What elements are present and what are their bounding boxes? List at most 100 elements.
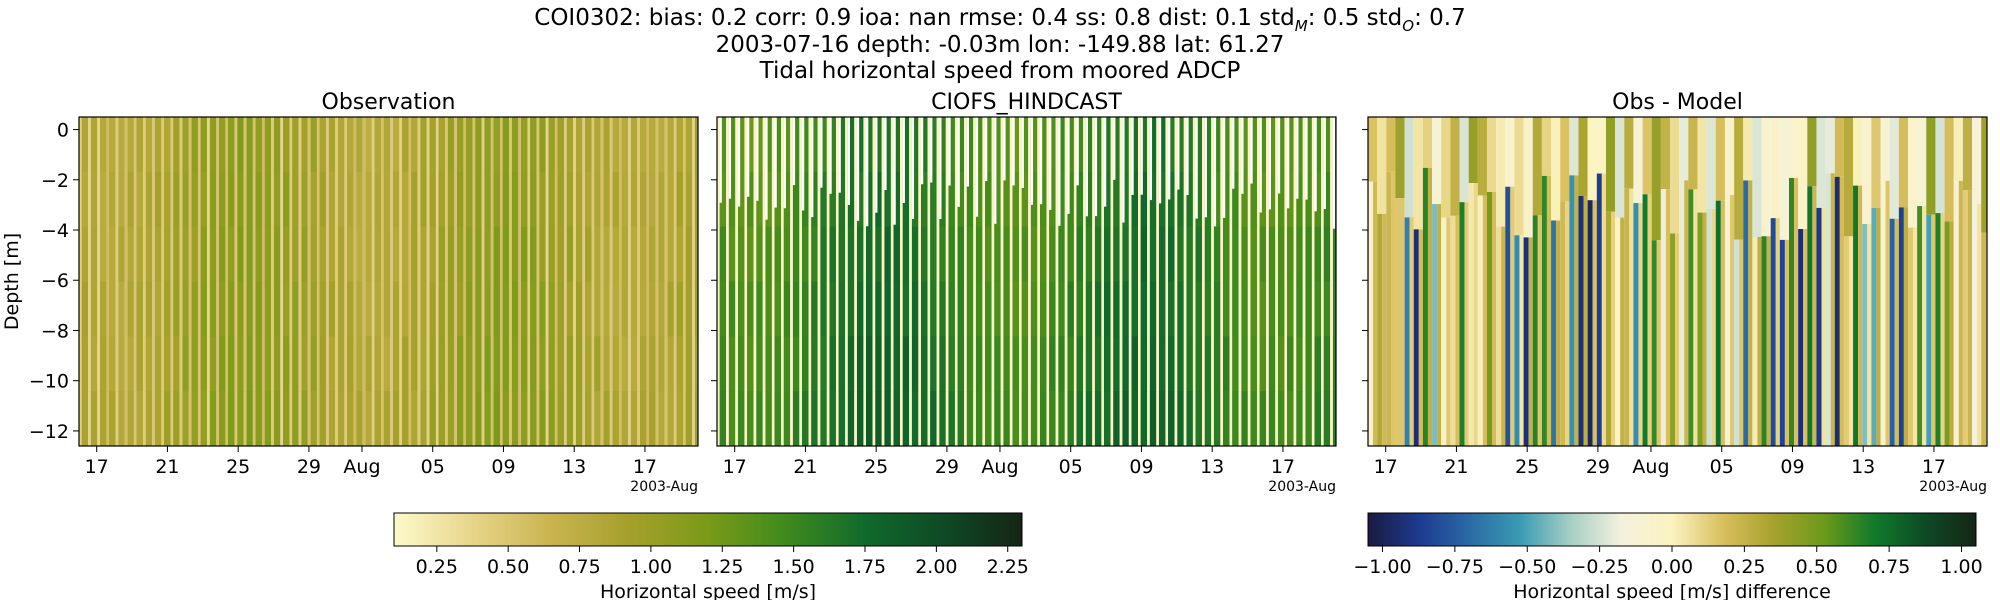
tidal-column (1477, 117, 1487, 446)
colorbar-2: −1.00 −0.75 −0.50 −0.25 0.00 0.25 0.50 0.75 1.00… (1353, 512, 1983, 600)
tidal-column (115, 117, 125, 446)
tidal-column (918, 117, 928, 446)
tidal-column (717, 117, 727, 446)
heatmap (1368, 117, 1987, 446)
tidal-column (216, 117, 226, 446)
tidal-column (1816, 117, 1826, 446)
y-tick-label: −12 (29, 421, 69, 443)
stats-title: COI0302: bias: 0.2 corr: 0.9 ioa: nan rm… (534, 5, 1465, 35)
tidal-column (280, 117, 290, 446)
x-tick-label: 13 (1851, 456, 1875, 478)
x-tick-label: 17 (1374, 456, 1398, 478)
tidal-column (1302, 117, 1312, 446)
tidal-column (1229, 117, 1239, 446)
colorbar-tick-label: 0.50 (487, 556, 529, 578)
colorbar-label: Horizontal speed [m/s] difference (1513, 581, 1831, 600)
tidal-column (1862, 117, 1872, 446)
tidal-column (1083, 117, 1093, 446)
x-tick-label: Aug (343, 456, 380, 478)
x-tick-label: 21 (793, 456, 817, 478)
tidal-column (1386, 117, 1396, 446)
tidal-column (618, 117, 629, 446)
tidal-column (881, 117, 891, 446)
axes-frame (1367, 116, 1988, 447)
heatmap (79, 117, 698, 446)
tidal-column (1679, 117, 1689, 446)
tidal-column (964, 117, 974, 446)
tidal-column (1165, 117, 1175, 446)
tidal-column (1898, 117, 1908, 446)
tidal-column (1505, 117, 1515, 446)
tidal-column (362, 117, 372, 446)
colorbar-tick-label: −0.25 (1571, 556, 1629, 578)
tidal-column (1944, 117, 1954, 446)
tidal-column (1256, 117, 1267, 446)
tidal-column (1311, 117, 1322, 446)
tidal-column (1889, 117, 1899, 446)
x-tick-label: 09 (491, 456, 515, 478)
x-tick-label: 09 (1129, 456, 1153, 478)
tidal-column (573, 117, 583, 446)
tidal-column (1706, 117, 1716, 446)
tidal-column (371, 117, 382, 446)
tidal-column (97, 117, 107, 446)
tidal-column (1834, 117, 1844, 446)
y-tick-label: −4 (41, 220, 69, 242)
colorbar-1: 0.25 0.50 0.75 1.00 1.25 1.50 1.75 2.00 2.25 Hori… (393, 512, 1029, 600)
colorbar-tick-label: −0.75 (1426, 556, 1484, 578)
tidal-column (1064, 117, 1074, 446)
tidal-column (545, 117, 555, 446)
tidal-column (271, 117, 281, 446)
tidal-column (1926, 117, 1936, 446)
x-tick-label: 17 (723, 456, 747, 478)
colorbar-tick-label: 0.00 (1651, 556, 1693, 578)
x-tick-label: 17 (633, 456, 657, 478)
colorbar-tick-label: −0.50 (1498, 556, 1556, 578)
tidal-column (1220, 117, 1230, 446)
tidal-column (1624, 117, 1634, 446)
tidal-column (1551, 117, 1561, 446)
x-offset-label: 2003-Aug (1268, 479, 1336, 495)
heatmap (717, 117, 1336, 446)
tidal-column (890, 117, 901, 446)
tidal-column (1211, 117, 1221, 446)
tidal-column (518, 117, 528, 446)
tidal-column (472, 117, 482, 446)
x-tick-label: 25 (864, 456, 888, 478)
tidal-column (826, 117, 836, 446)
tidal-column (936, 117, 946, 446)
description-title: Tidal horizontal speed from moored ADCP (759, 58, 1241, 84)
tidal-column (1413, 117, 1423, 446)
tidal-column (1247, 117, 1257, 446)
tidal-column (1377, 117, 1387, 446)
colorbar-tick-label: 1.25 (701, 556, 743, 578)
tidal-column (982, 117, 992, 446)
tidal-column (1073, 117, 1084, 446)
x-tick-label: 17 (85, 456, 109, 478)
tidal-column (289, 117, 299, 446)
y-tick-label: −6 (41, 270, 69, 292)
tidal-column (744, 117, 754, 446)
tidal-column (307, 117, 317, 446)
tidal-column (735, 117, 745, 446)
tidal-column (1523, 117, 1533, 446)
tidal-column (1368, 117, 1378, 446)
tidal-column (799, 117, 809, 446)
tidal-column (79, 117, 89, 446)
x-tick-label: Aug (1632, 456, 1669, 478)
tidal-column (1174, 117, 1184, 446)
tidal-column (1880, 117, 1890, 446)
x-tick-label: 17 (1271, 456, 1295, 478)
tidal-column (188, 117, 198, 446)
tidal-column (1752, 117, 1762, 446)
tidal-column (207, 117, 217, 446)
panel-title: CIOFS_HINDCAST (931, 90, 1122, 115)
tidal-column (527, 117, 537, 446)
tidal-column (1321, 117, 1331, 446)
tidal-column (1789, 117, 1799, 446)
tidal-column (683, 117, 693, 446)
tidal-column (1953, 117, 1963, 446)
tidal-column (1404, 117, 1414, 446)
